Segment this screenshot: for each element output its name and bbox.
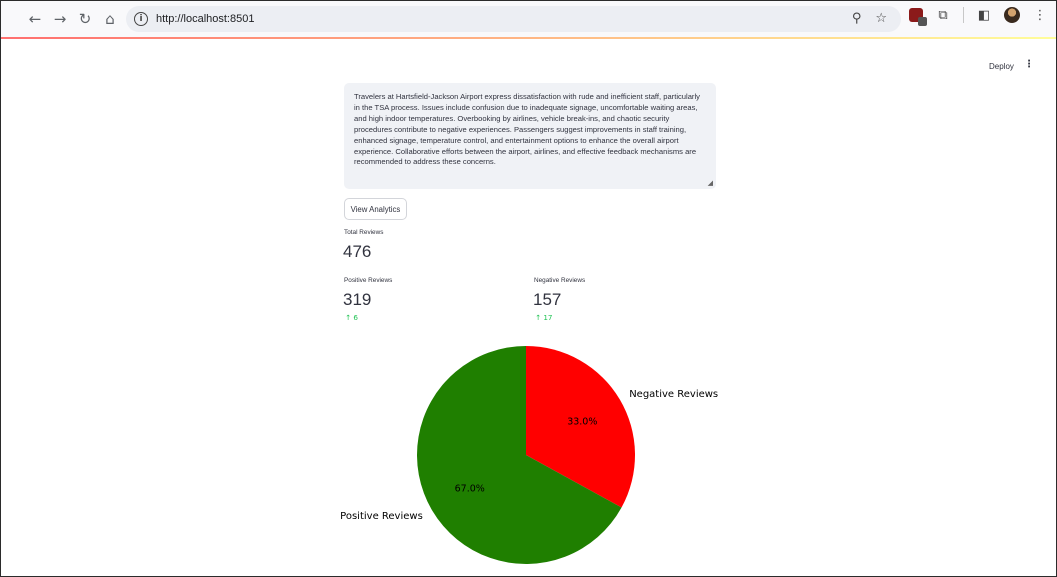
reload-icon[interactable]: ↻ [78,10,92,28]
deploy-button[interactable]: Deploy [989,62,1014,71]
nav-group: ← → ↻ ⌂ [23,7,122,31]
negative-reviews-delta: ↑ 17 [535,313,552,322]
header-decoration [1,37,1056,39]
view-analytics-button[interactable]: View Analytics [344,198,407,220]
zoom-icon[interactable]: ⚲ [851,11,862,26]
extension-badge [918,17,927,26]
summary-textarea[interactable]: Travelers at Hartsfield-Jackson Airport … [344,83,716,189]
negative-delta-value: 17 [543,313,553,322]
negative-reviews-value: 157 [533,290,562,309]
total-reviews-label: Total Reviews [344,229,384,236]
total-reviews-value: 476 [343,242,372,261]
browser-menu-icon[interactable]: ⋮ [1033,7,1047,23]
pie-label-negative: Negative Reviews [629,389,718,400]
pie-slice-positive [416,346,622,564]
pie-slice-negative [526,346,635,508]
negative-reviews-label: Negative Reviews [534,277,586,284]
omnibox-actions: ⚲ ☆ [852,11,887,26]
resize-handle-icon[interactable]: ◢ [707,179,713,187]
positive-reviews-value: 319 [343,290,372,309]
positive-reviews-delta: ↑ 6 [345,313,358,322]
home-icon[interactable]: ⌂ [105,10,115,28]
side-panel-icon[interactable]: ◧ [977,7,991,23]
main-menu-icon[interactable]: ⋮ [1024,59,1034,70]
bookmark-star-icon[interactable]: ☆ [875,11,887,26]
url-text: http://localhost:8501 [156,13,255,25]
pie-pct-negative: 33.0% [567,417,597,428]
browser-toolbar: ← → ↻ ⌂ i http://localhost:8501 ⚲ ☆ ⧉ ◧ … [1,1,1056,37]
reviews-pie-chart: 33.0% Negative Reviews 67.0% Positive Revie… [340,346,718,564]
positive-reviews-label: Positive Reviews [344,277,393,284]
site-info-icon[interactable]: i [134,12,148,26]
toolbar-separator [963,7,964,23]
summary-text: Travelers at Hartsfield-Jackson Airport … [354,92,700,167]
delta-up-arrow-icon: ↑ [535,313,542,322]
pie-pct-positive: 67.0% [455,483,485,494]
pie-label-positive: Positive Reviews [340,511,423,522]
forward-arrow-icon[interactable]: → [53,10,67,28]
extension-icon[interactable] [909,8,927,26]
address-bar[interactable]: i http://localhost:8501 ⚲ ☆ [126,6,901,32]
extensions-area: ⧉ ◧ ⋮ [909,7,1048,26]
delta-up-arrow-icon: ↑ [345,313,352,322]
profile-avatar[interactable] [1004,7,1020,23]
back-arrow-icon[interactable]: ← [28,10,42,28]
puzzle-extensions-icon[interactable]: ⧉ [938,7,948,23]
positive-delta-value: 6 [353,313,358,322]
